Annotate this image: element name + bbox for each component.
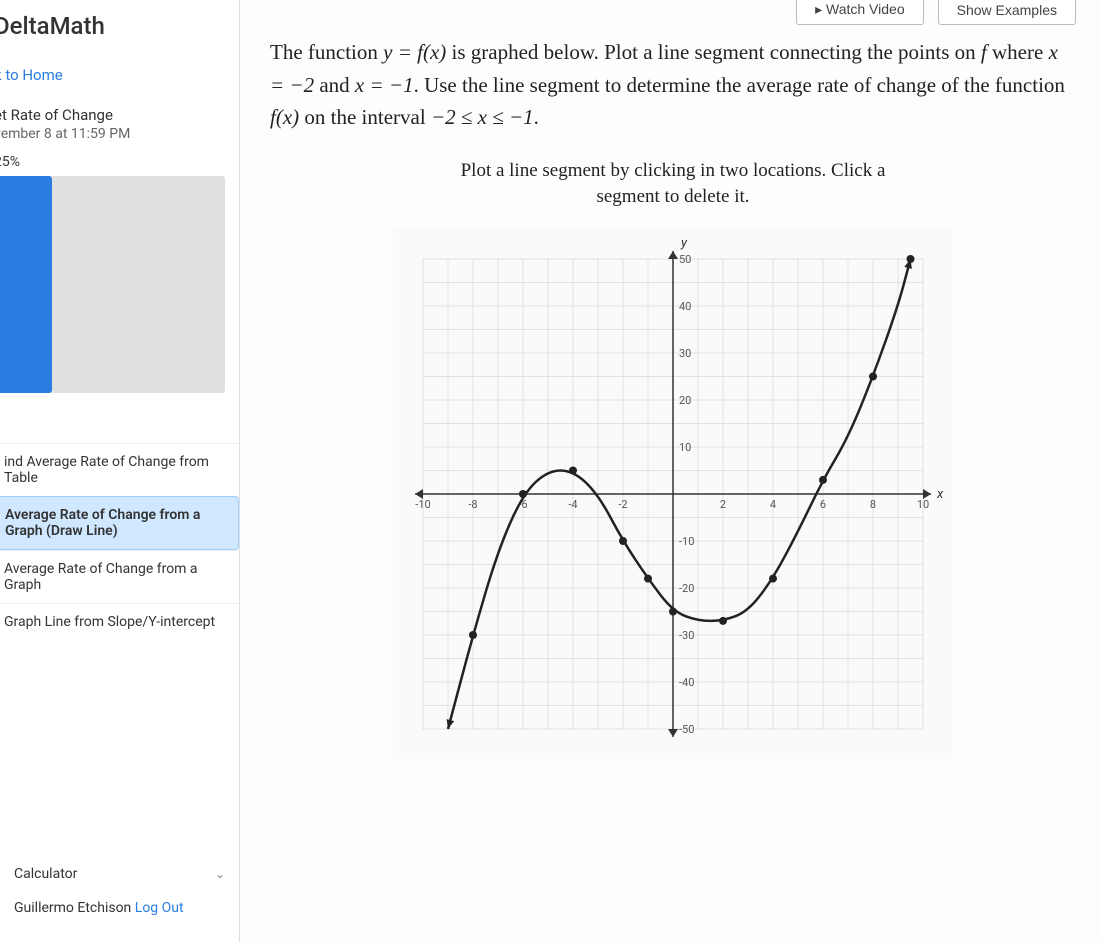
calculator-toggle[interactable]: Calculator ⌄: [0, 856, 239, 892]
svg-text:10: 10: [917, 498, 929, 511]
problem-statement: The function y = f(x) is graphed below. …: [270, 36, 1076, 134]
progress-fill: [0, 176, 52, 393]
svg-text:4: 4: [770, 498, 776, 511]
sidebar: DeltaMath k to Home et Rate of Change ve…: [0, 0, 240, 942]
svg-text:-20: -20: [679, 582, 694, 595]
progress-track: [0, 176, 225, 393]
svg-text:10: 10: [679, 441, 691, 454]
svg-text:-50: -50: [679, 723, 694, 736]
svg-text:2: 2: [720, 498, 726, 511]
main-content: ▸ Watch Video Show Examples The function…: [240, 0, 1100, 942]
due-date: vember 8 at 11:59 PM: [0, 126, 239, 150]
progress-bar: 25%: [0, 150, 239, 176]
svg-text:-2: -2: [618, 498, 627, 511]
assignment-title: et Rate of Change: [0, 102, 239, 126]
task-list: ind Average Rate of Change from TableAve…: [0, 443, 239, 640]
sidebar-task-2[interactable]: Average Rate of Change from a Graph: [0, 550, 239, 603]
svg-text:-30: -30: [679, 629, 694, 642]
svg-text:-10: -10: [415, 498, 430, 511]
svg-text:-40: -40: [679, 676, 694, 689]
app-logo: DeltaMath: [0, 12, 239, 58]
home-link[interactable]: k to Home: [0, 58, 239, 102]
top-buttons: ▸ Watch Video Show Examples: [796, 0, 1076, 25]
sidebar-task-0[interactable]: ind Average Rate of Change from Table: [0, 443, 239, 496]
svg-text:20: 20: [679, 394, 691, 407]
graph-container: -10-8-6-4-2246810-50-40-30-20-1010203040…: [270, 229, 1076, 759]
sidebar-task-3[interactable]: Graph Line from Slope/Y-intercept: [0, 603, 239, 640]
play-icon: ▸: [815, 1, 826, 17]
svg-text:-10: -10: [679, 535, 694, 548]
calculator-label: Calculator: [14, 866, 77, 882]
user-name: Guillermo Etchison: [14, 900, 131, 916]
show-examples-button[interactable]: Show Examples: [938, 0, 1076, 25]
sidebar-task-1[interactable]: Average Rate of Change from a Graph (Dra…: [0, 496, 239, 550]
svg-text:40: 40: [679, 300, 691, 313]
progress-percent: 25%: [0, 154, 20, 170]
svg-text:8: 8: [870, 498, 876, 511]
logout-link[interactable]: Log Out: [135, 900, 184, 916]
coordinate-graph[interactable]: -10-8-6-4-2246810-50-40-30-20-1010203040…: [393, 229, 953, 759]
svg-text:x: x: [936, 487, 944, 502]
user-row: Guillermo Etchison Log Out: [0, 892, 239, 930]
svg-text:30: 30: [679, 347, 691, 360]
instruction-text: Plot a line segment by clicking in two l…: [270, 158, 1076, 211]
svg-text:50: 50: [679, 253, 691, 266]
svg-text:y: y: [680, 236, 688, 251]
watch-video-button[interactable]: ▸ Watch Video: [796, 0, 924, 25]
svg-text:-8: -8: [468, 498, 477, 511]
svg-text:-4: -4: [568, 498, 577, 511]
svg-text:6: 6: [820, 498, 826, 511]
chevron-down-icon: ⌄: [215, 867, 225, 881]
